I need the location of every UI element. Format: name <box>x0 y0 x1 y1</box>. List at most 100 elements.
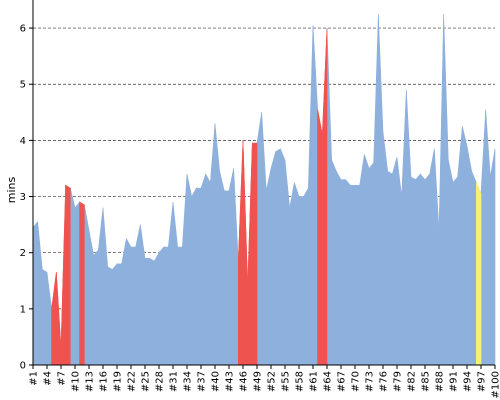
area-segment-#30 <box>168 202 174 366</box>
area-segment-#77 <box>387 170 393 366</box>
highlight-segment-#63 <box>322 28 328 366</box>
area-segment-#56 <box>289 182 295 366</box>
area-segment-#72 <box>364 154 370 366</box>
area-segment-#91 <box>452 176 458 366</box>
area-segment-#71 <box>359 154 365 366</box>
x-tick-label: #43 <box>225 371 236 392</box>
area-segment-#95 <box>471 171 477 366</box>
x-tick-label: #46 <box>239 371 250 392</box>
x-tick-label: #16 <box>99 371 110 392</box>
area-segment-#32 <box>177 246 183 366</box>
x-tick-label: #94 <box>463 371 474 392</box>
area-segment-#98 <box>485 109 491 366</box>
x-tick-label: #4 <box>43 371 54 386</box>
highlight-segment-#11 <box>79 201 85 366</box>
area-segment-#59 <box>303 186 309 366</box>
area-segment-#84 <box>420 173 426 366</box>
area-segment-#25 <box>144 258 150 366</box>
area-segment-#38 <box>205 172 211 366</box>
area-segment-#36 <box>196 187 202 366</box>
area-segment-#18 <box>112 263 118 366</box>
area-segment-#99 <box>490 148 496 366</box>
x-tick-label: #40 <box>211 371 222 392</box>
axes <box>29 0 495 369</box>
area-segment-#93 <box>462 126 468 366</box>
area-segment-#73 <box>368 162 374 366</box>
area-segment-#89 <box>443 14 449 366</box>
area-segment-#92 <box>457 126 463 366</box>
area-segment-#69 <box>350 185 356 366</box>
area-segment-#53 <box>275 148 281 366</box>
area-segment-#4 <box>46 272 52 366</box>
x-tick-label: #73 <box>365 371 376 392</box>
y-tick-label: 3 <box>20 192 26 203</box>
area-segment-#1 <box>32 220 38 366</box>
x-tick-label: #25 <box>141 371 152 392</box>
area-segment-#83 <box>415 173 421 366</box>
area-segment-#80 <box>401 89 407 366</box>
area-segment-#74 <box>373 14 379 366</box>
area-segment-#66 <box>336 170 342 366</box>
area-segment-#82 <box>410 176 416 366</box>
area-segment-#44 <box>233 168 239 366</box>
x-tick-label: #70 <box>351 371 362 392</box>
area-segment-#13 <box>88 230 94 366</box>
area-segment-#40 <box>214 123 220 366</box>
x-tick-label: #13 <box>85 371 96 392</box>
x-tick-label: #88 <box>435 371 446 392</box>
area-segment-#22 <box>130 246 136 366</box>
area-segment-#12 <box>84 204 90 366</box>
area-segment-#17 <box>107 266 113 366</box>
x-tick-label: #79 <box>393 371 404 392</box>
area-segment-#79 <box>396 157 402 366</box>
area-segment-#64 <box>326 28 332 366</box>
x-tick-label: #34 <box>183 371 194 392</box>
area-segment-#15 <box>98 207 104 366</box>
area-segment-#97 <box>480 109 486 366</box>
area-segment-#39 <box>210 123 216 366</box>
area-segment-#67 <box>340 179 346 366</box>
x-tick-label: #85 <box>421 371 432 392</box>
highlight-segment-#47 <box>247 143 253 366</box>
area-segment-#26 <box>149 257 155 366</box>
highlight-segment-#62 <box>317 109 323 366</box>
x-tick-label: #37 <box>197 371 208 392</box>
x-tick-label: #31 <box>169 371 180 392</box>
x-tick-label: #49 <box>253 371 264 392</box>
area-segment-#41 <box>219 171 225 366</box>
area-segment-#55 <box>284 160 290 366</box>
y-tick-label: 6 <box>20 24 26 35</box>
area-segment-#61 <box>312 25 318 366</box>
area-segment-#14 <box>93 249 99 366</box>
area-segment-#34 <box>186 174 192 366</box>
x-tick-label: #61 <box>309 371 320 392</box>
x-tick-label: #52 <box>267 371 278 392</box>
y-tick-label: 5 <box>20 80 26 91</box>
area-segment-#43 <box>228 168 234 366</box>
area-segment-#75 <box>378 14 384 366</box>
area-segment-#10 <box>74 201 80 366</box>
area-segment-#68 <box>345 178 351 366</box>
area-segment-#51 <box>266 168 272 366</box>
area-segment-#27 <box>154 251 160 366</box>
y-axis-label: mins <box>5 176 18 203</box>
highlight-segment-#45 <box>238 140 244 366</box>
area-segment-#57 <box>294 182 300 366</box>
y-tick-label: 4 <box>20 136 26 147</box>
highlight-segment-#48 <box>252 142 258 366</box>
area-segment-#16 <box>102 207 108 366</box>
y-tick-label: 2 <box>20 248 26 259</box>
area-segment-#50 <box>261 112 267 366</box>
area-segment-#2 <box>37 221 43 366</box>
y-tick-label: 0 <box>20 361 26 372</box>
x-tick-label: #64 <box>323 371 334 392</box>
area-segment-#87 <box>434 148 440 366</box>
x-tick-label: #82 <box>407 371 418 392</box>
area-segment-#23 <box>135 224 141 366</box>
area-segment-#70 <box>354 185 360 366</box>
highlight-segment-#96 <box>476 182 482 366</box>
area-segment-#85 <box>424 173 430 366</box>
area-segment-#9 <box>70 188 76 366</box>
area-segment-#19 <box>116 263 122 366</box>
area-segment-#88 <box>438 14 444 366</box>
